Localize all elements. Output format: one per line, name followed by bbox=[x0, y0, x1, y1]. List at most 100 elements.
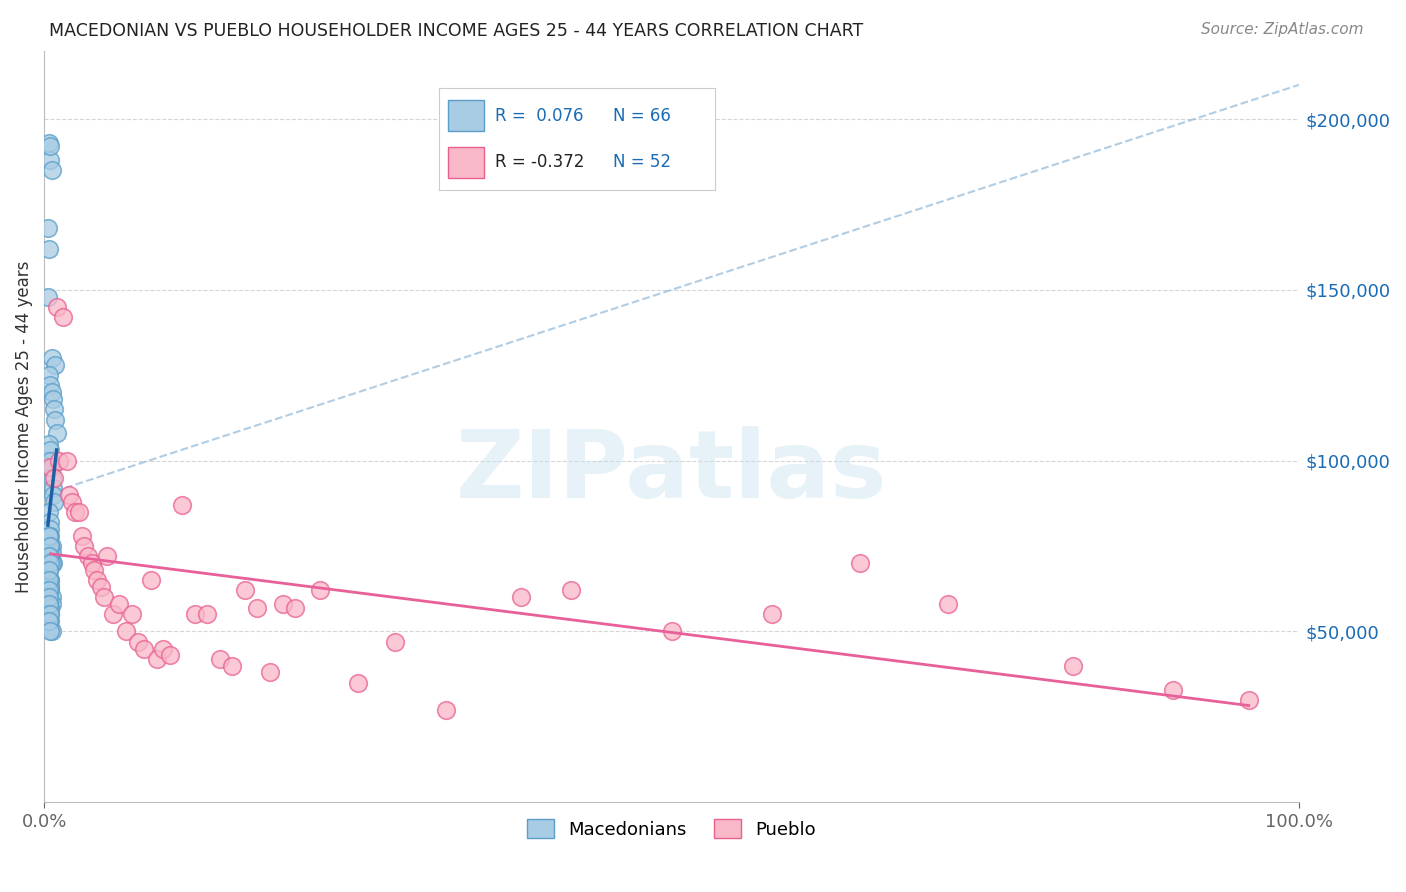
Point bbox=[39, 153, 62, 167]
Point bbox=[38, 614, 60, 628]
Point bbox=[39, 529, 62, 543]
Point bbox=[41, 471, 63, 485]
Point bbox=[1062, 658, 1084, 673]
Point bbox=[271, 597, 294, 611]
Point bbox=[284, 600, 307, 615]
Point bbox=[42, 481, 65, 495]
Point bbox=[661, 624, 683, 639]
Point bbox=[42, 556, 65, 570]
Point bbox=[38, 573, 60, 587]
Point bbox=[83, 563, 105, 577]
Point bbox=[384, 634, 406, 648]
Point bbox=[346, 675, 368, 690]
Point bbox=[38, 242, 60, 256]
Point bbox=[38, 614, 60, 628]
Point bbox=[39, 549, 62, 564]
Point bbox=[39, 539, 62, 553]
Point bbox=[41, 351, 63, 366]
Point bbox=[39, 614, 62, 628]
Point bbox=[510, 591, 533, 605]
Point bbox=[183, 607, 205, 622]
Point bbox=[38, 591, 60, 605]
Point bbox=[38, 529, 60, 543]
Text: ZIPatlas: ZIPatlas bbox=[456, 425, 887, 517]
Point bbox=[38, 529, 60, 543]
Point bbox=[39, 443, 62, 458]
Point bbox=[38, 549, 60, 564]
Point bbox=[41, 460, 63, 475]
Point bbox=[42, 488, 65, 502]
Point bbox=[39, 515, 62, 529]
Point bbox=[44, 412, 66, 426]
Point bbox=[38, 607, 60, 622]
Point bbox=[39, 573, 62, 587]
Point bbox=[309, 583, 332, 598]
Point bbox=[434, 703, 457, 717]
Point bbox=[101, 607, 124, 622]
Point bbox=[114, 624, 136, 639]
Point bbox=[39, 139, 62, 153]
Point bbox=[67, 505, 90, 519]
Point bbox=[77, 549, 100, 564]
Point bbox=[152, 641, 174, 656]
Point bbox=[39, 607, 62, 622]
Point bbox=[58, 488, 80, 502]
Point bbox=[41, 597, 63, 611]
Point bbox=[37, 221, 59, 235]
Point bbox=[80, 556, 103, 570]
Point bbox=[38, 563, 60, 577]
Point bbox=[41, 591, 63, 605]
Point bbox=[44, 494, 66, 508]
Point bbox=[39, 522, 62, 536]
Point bbox=[38, 563, 60, 577]
Point bbox=[38, 563, 60, 577]
Point bbox=[39, 556, 62, 570]
Point bbox=[560, 583, 582, 598]
Point bbox=[1163, 682, 1185, 697]
Point bbox=[38, 583, 60, 598]
Point bbox=[90, 580, 112, 594]
Point bbox=[48, 453, 70, 467]
Point bbox=[259, 665, 281, 680]
Point bbox=[41, 163, 63, 178]
Point bbox=[233, 583, 256, 598]
Point bbox=[39, 600, 62, 615]
Point bbox=[39, 453, 62, 467]
Point bbox=[39, 583, 62, 598]
Point bbox=[45, 300, 67, 314]
Point bbox=[38, 436, 60, 450]
Point bbox=[70, 529, 93, 543]
Point bbox=[108, 597, 131, 611]
Point bbox=[41, 546, 63, 560]
Legend: Macedonians, Pueblo: Macedonians, Pueblo bbox=[520, 812, 824, 846]
Point bbox=[41, 624, 63, 639]
Point bbox=[45, 426, 67, 441]
Point bbox=[93, 591, 115, 605]
Point bbox=[52, 310, 75, 325]
Point bbox=[37, 290, 59, 304]
Point bbox=[39, 621, 62, 635]
Point bbox=[208, 652, 231, 666]
Point bbox=[761, 607, 783, 622]
Point bbox=[65, 505, 87, 519]
Point bbox=[39, 539, 62, 553]
Point bbox=[39, 378, 62, 392]
Point bbox=[42, 392, 65, 406]
Point bbox=[1237, 693, 1260, 707]
Text: Source: ZipAtlas.com: Source: ZipAtlas.com bbox=[1201, 22, 1364, 37]
Point bbox=[41, 385, 63, 400]
Point bbox=[39, 573, 62, 587]
Point bbox=[38, 591, 60, 605]
Point bbox=[39, 580, 62, 594]
Point bbox=[38, 597, 60, 611]
Point bbox=[38, 136, 60, 150]
Point bbox=[159, 648, 181, 663]
Point bbox=[195, 607, 218, 622]
Point bbox=[38, 600, 60, 615]
Point bbox=[86, 573, 108, 587]
Point bbox=[44, 402, 66, 417]
Point bbox=[39, 607, 62, 622]
Point bbox=[146, 652, 169, 666]
Point bbox=[848, 556, 870, 570]
Point bbox=[73, 539, 96, 553]
